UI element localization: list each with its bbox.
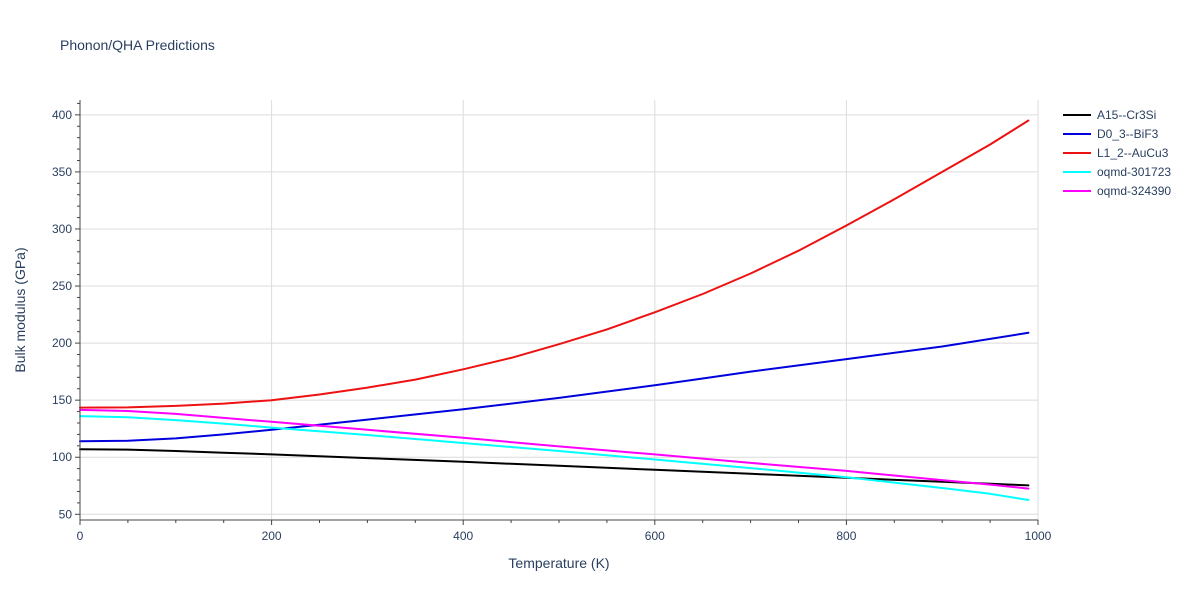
series-line-d0-3-bif3 <box>79 331 1030 443</box>
series-line-l1-2-aucu3 <box>79 119 1030 409</box>
legend-label: oqmd-324390 <box>1097 184 1171 198</box>
legend-item-d0-3-bif3[interactable]: D0_3--BiF3 <box>1063 127 1159 141</box>
x-tick-label: 400 <box>453 529 473 543</box>
x-axis-title: Temperature (K) <box>508 555 609 571</box>
series-line-oqmd-324390 <box>79 408 1030 490</box>
legend-item-l1-2-aucu3[interactable]: L1_2--AuCu3 <box>1063 146 1169 160</box>
legend-item-oqmd-301723[interactable]: oqmd-301723 <box>1063 165 1171 179</box>
axes: 0 200 400 600 800 1000 50 100 150 200 250 300 350 400 <box>52 100 1052 543</box>
legend[interactable]: A15--Cr3Si D0_3--BiF3 L1_2--AuCu3 oqmd-3017… <box>1063 108 1171 198</box>
series-line-a15-cr3si <box>79 448 1030 487</box>
legend-label: A15--Cr3Si <box>1097 108 1156 122</box>
y-tick-label: 50 <box>59 507 73 521</box>
chart-title: Phonon/QHA Predictions <box>60 37 215 53</box>
legend-label: L1_2--AuCu3 <box>1097 146 1169 160</box>
series-lines <box>79 119 1030 501</box>
x-tick-label: 200 <box>262 529 282 543</box>
y-tick-label: 300 <box>52 222 72 236</box>
series-line-oqmd-301723 <box>79 415 1030 501</box>
x-tick-label: 800 <box>836 529 856 543</box>
grid-lines <box>80 100 1039 520</box>
legend-item-oqmd-324390[interactable]: oqmd-324390 <box>1063 184 1171 198</box>
y-tick-label: 400 <box>52 108 72 122</box>
legend-label: oqmd-301723 <box>1097 165 1171 179</box>
legend-label: D0_3--BiF3 <box>1097 127 1159 141</box>
x-tick-label: 0 <box>77 529 84 543</box>
y-tick-label: 100 <box>52 450 72 464</box>
y-tick-label: 250 <box>52 279 72 293</box>
y-tick-label: 200 <box>52 336 72 350</box>
y-tick-label: 350 <box>52 165 72 179</box>
y-tick-label: 150 <box>52 393 72 407</box>
x-tick-label: 600 <box>645 529 665 543</box>
legend-item-a15-cr3si[interactable]: A15--Cr3Si <box>1063 108 1156 122</box>
y-axis-title: Bulk modulus (GPa) <box>12 247 28 372</box>
x-tick-label: 1000 <box>1025 529 1052 543</box>
